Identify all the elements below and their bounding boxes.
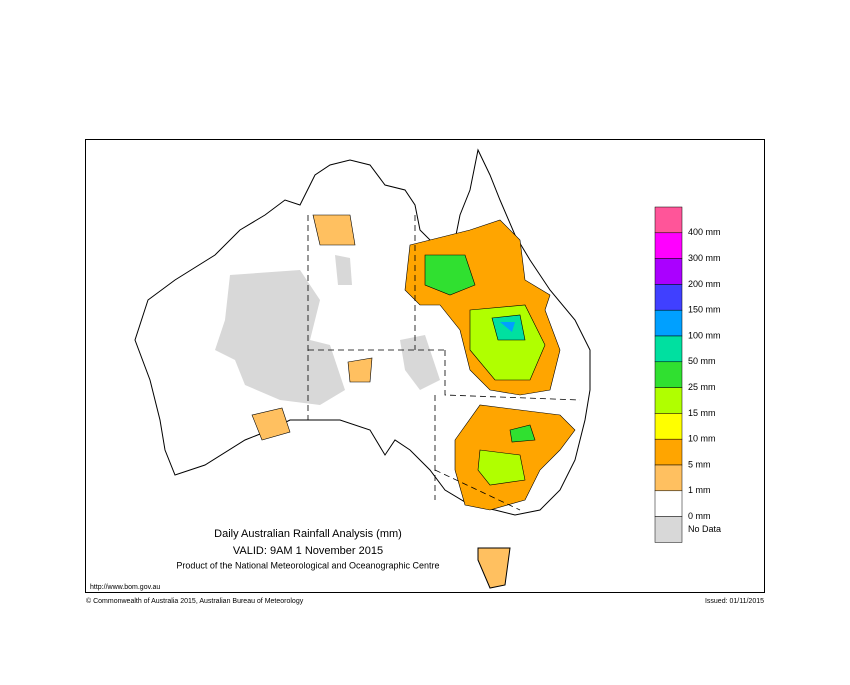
legend-label: 100 mm bbox=[688, 330, 721, 340]
legend-swatch bbox=[654, 232, 683, 259]
legend-label: No Data bbox=[688, 524, 721, 534]
rain-area bbox=[424, 254, 476, 296]
legend-label: 200 mm bbox=[688, 279, 721, 289]
legend-label: 10 mm bbox=[688, 434, 716, 444]
map-title: Daily Australian Rainfall Analysis (mm) bbox=[214, 528, 402, 540]
rain-area bbox=[477, 449, 526, 486]
legend-label: 15 mm bbox=[688, 408, 716, 418]
no-data-area bbox=[215, 270, 345, 405]
legend-swatch bbox=[654, 438, 683, 466]
legend-swatch bbox=[654, 387, 683, 414]
legend-swatch bbox=[654, 516, 683, 543]
legend: 400 mm 300 mm 200 mm 150 mm 100 mm 50 mm 25 mm… bbox=[654, 206, 721, 543]
rain-area bbox=[500, 322, 515, 332]
legend-label: 300 mm bbox=[688, 253, 721, 263]
map bbox=[134, 148, 591, 589]
legend-swatch bbox=[654, 284, 683, 311]
legend-swatch bbox=[654, 335, 683, 363]
legend-swatch bbox=[654, 464, 683, 492]
legend-swatch bbox=[654, 413, 683, 440]
product-note: Product of the National Meteorological a… bbox=[176, 560, 439, 570]
legend-label: 0 mm bbox=[688, 511, 711, 521]
legend-label: 5 mm bbox=[688, 459, 711, 469]
legend-swatch bbox=[654, 361, 683, 388]
legend-swatch bbox=[654, 206, 683, 234]
no-data-area bbox=[335, 255, 352, 285]
legend-label: 400 mm bbox=[688, 227, 721, 237]
legend-swatch bbox=[654, 309, 683, 337]
no-data-area bbox=[400, 335, 440, 390]
legend-swatch bbox=[654, 490, 683, 517]
tasmania bbox=[477, 547, 511, 589]
state-borders bbox=[307, 215, 581, 511]
url: http://www.bom.gov.au bbox=[90, 584, 160, 591]
rain-area bbox=[312, 214, 356, 246]
issued-date: Issued: 01/11/2015 bbox=[705, 598, 764, 605]
rain-area bbox=[469, 304, 546, 381]
legend-label: 150 mm bbox=[688, 305, 721, 315]
rain-area bbox=[347, 357, 373, 383]
rain-area bbox=[251, 407, 291, 441]
legend-label: 25 mm bbox=[688, 382, 716, 392]
copyright: © Commonwealth of Australia 2015, Austra… bbox=[86, 597, 304, 605]
legend-label: 50 mm bbox=[688, 356, 716, 366]
legend-label: 1 mm bbox=[688, 485, 711, 495]
valid-time: VALID: 9AM 1 November 2015 bbox=[233, 545, 383, 557]
rain-area bbox=[509, 424, 536, 443]
legend-swatch bbox=[654, 258, 683, 285]
